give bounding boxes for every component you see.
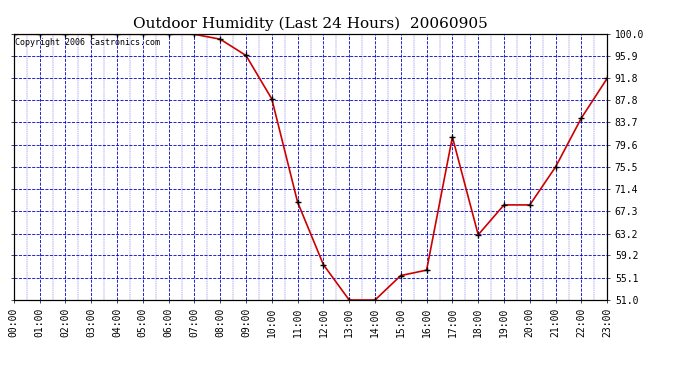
Title: Outdoor Humidity (Last 24 Hours)  20060905: Outdoor Humidity (Last 24 Hours) 2006090… — [133, 17, 488, 31]
Text: Copyright 2006 Castronics.com: Copyright 2006 Castronics.com — [15, 38, 160, 47]
